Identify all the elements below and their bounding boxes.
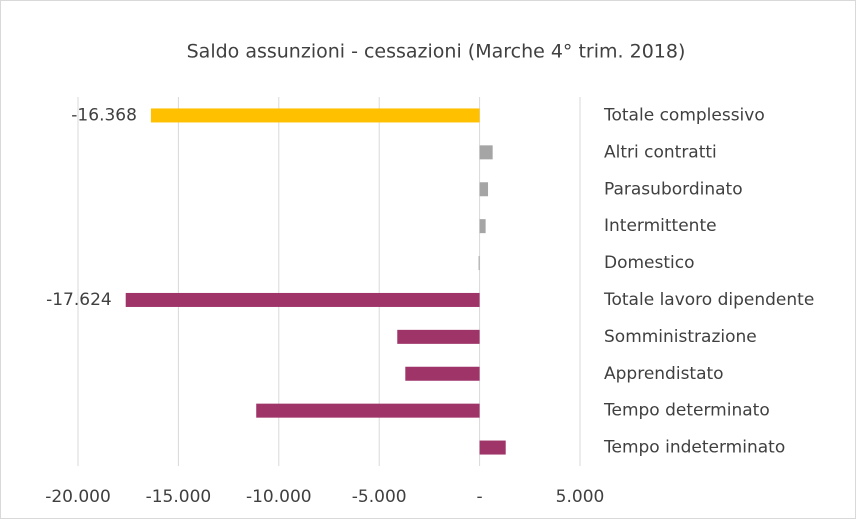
- bar: [150, 108, 480, 123]
- category-label: Somministrazione: [604, 327, 757, 347]
- category-label: Altri contratti: [604, 142, 717, 162]
- category-label: Domestico: [604, 253, 695, 273]
- bar: [125, 292, 480, 307]
- bar: [478, 256, 480, 271]
- data-label: -16.368: [71, 105, 137, 125]
- category-label: Tempo determinato: [603, 401, 770, 421]
- chart-title: Saldo assunzioni - cessazioni (Marche 4°…: [187, 41, 686, 63]
- bar: [479, 182, 489, 197]
- bar: [397, 329, 480, 344]
- category-label: Totale lavoro dipendente: [603, 290, 814, 310]
- bar: [479, 145, 493, 160]
- x-tick-label: -10.000: [246, 487, 312, 507]
- bar: [479, 219, 486, 234]
- category-label: Parasubordinato: [604, 179, 743, 199]
- category-label: Intermittente: [604, 216, 717, 236]
- x-tick-label: -: [477, 487, 483, 507]
- x-tick-label: -15.000: [146, 487, 212, 507]
- category-label: Tempo indeterminato: [603, 438, 785, 458]
- category-label: Totale complessivo: [603, 105, 765, 125]
- x-tick-label: -20.000: [45, 487, 111, 507]
- bar: [479, 440, 506, 455]
- bar: [405, 366, 480, 381]
- data-label: -17.624: [46, 290, 112, 310]
- category-label: Apprendistato: [604, 364, 724, 384]
- x-tick-label: 5.000: [556, 487, 605, 507]
- bar: [256, 403, 480, 418]
- x-tick-label: -5.000: [352, 487, 407, 507]
